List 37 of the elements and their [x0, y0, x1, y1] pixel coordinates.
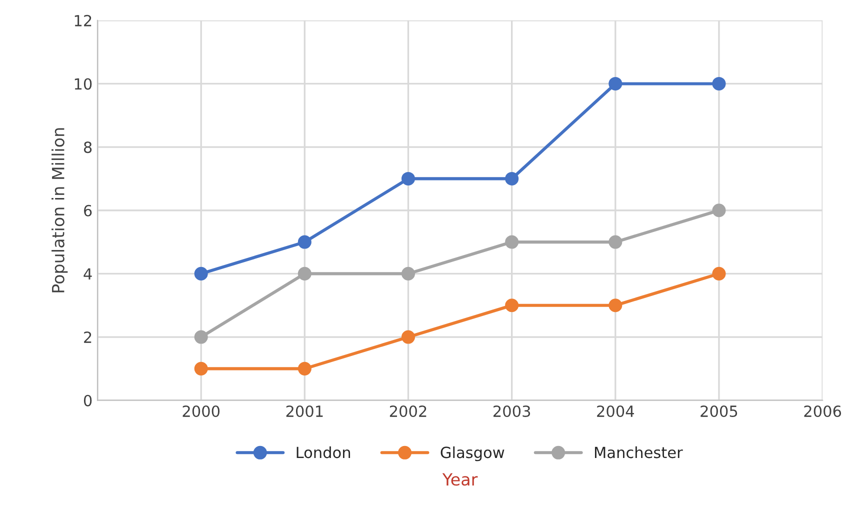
y-tick-label: 10 — [74, 78, 92, 90]
point — [505, 298, 519, 312]
point — [401, 266, 416, 280]
point — [401, 330, 416, 344]
point — [298, 362, 312, 376]
y-tick-label: 8 — [84, 142, 92, 154]
point — [298, 266, 312, 280]
x-tick-label: 2006 — [804, 405, 842, 418]
point — [194, 266, 208, 280]
y-axis-title: Population in Million — [52, 128, 68, 292]
y-tick-label: 4 — [84, 268, 92, 280]
y-tick-label: 12 — [74, 14, 92, 26]
x-tick-label: 2001 — [286, 405, 323, 418]
x-tick-label: 2002 — [390, 405, 426, 418]
point — [712, 204, 726, 218]
legend-label: Manchester — [594, 446, 683, 458]
point — [194, 330, 208, 344]
y-tick-label: 2 — [84, 331, 92, 343]
point — [505, 172, 519, 186]
point — [298, 235, 312, 249]
point — [401, 172, 416, 186]
point — [505, 235, 519, 249]
y-tick-label: 6 — [84, 204, 92, 216]
point — [608, 235, 622, 249]
point — [608, 298, 622, 312]
point — [194, 362, 208, 376]
x-tick-label: 2004 — [597, 405, 634, 418]
x-tick-label: 2005 — [700, 405, 738, 418]
y-tick-label: 0 — [84, 394, 92, 406]
legend-label: London — [296, 446, 350, 458]
legend-label: Glasgow — [440, 446, 504, 462]
x-tick-label: 2003 — [494, 405, 530, 418]
point — [712, 266, 726, 280]
x-axis-title: Year — [442, 473, 478, 486]
x-tick-label: 2000 — [182, 405, 220, 418]
point — [608, 76, 622, 90]
point — [712, 76, 726, 90]
